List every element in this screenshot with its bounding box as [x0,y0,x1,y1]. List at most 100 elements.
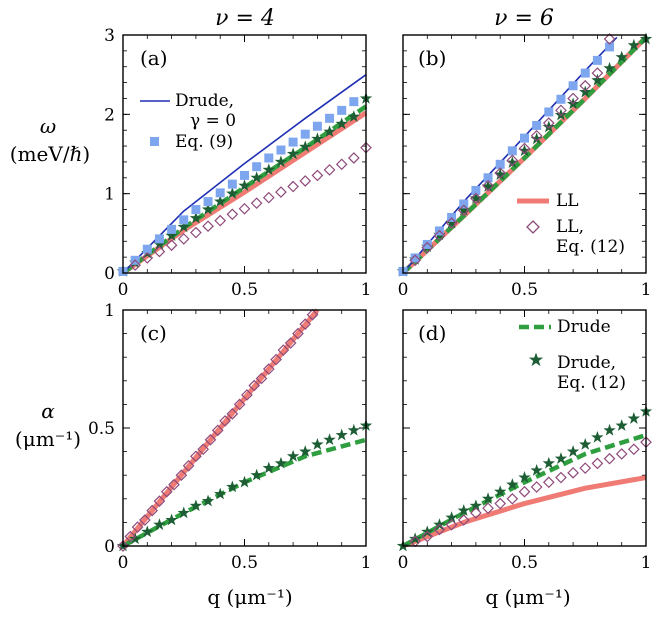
point-ll_eq12 [421,241,434,254]
point-ll_eq12 [248,379,261,392]
point-eq9 [300,129,310,139]
point-drude_eq12 [335,428,348,441]
point-eq9 [215,188,225,198]
point-eq9 [544,107,554,117]
point-eq9 [592,55,602,65]
x-tick-label: 0 [398,553,409,573]
point-ll_eq12 [241,389,253,401]
x-tick-label: 1 [641,280,652,300]
point-ll_eq12 [141,252,154,264]
point-eq9 [605,42,615,52]
point-ll_eq12 [250,197,263,210]
point-ll_eq12 [139,514,151,526]
point-drude_eq12 [177,506,190,519]
x-tick-label: 1 [361,280,372,300]
point-drude_eq12 [311,132,324,145]
point-ll_eq12 [238,202,251,215]
point-ll_eq12 [470,507,482,519]
panel-letter: (c) [140,321,167,345]
point-drude_eq12 [494,168,507,180]
point-drude_eq12 [311,438,324,450]
panel-a: 0 0.5 1 0 1 2 3 (a) [104,26,373,300]
point-drude_eq12 [627,412,641,424]
point-drude_eq12 [189,499,203,512]
point-ll_eq12 [494,497,507,510]
point-ll_eq12 [470,192,482,205]
point-eq9 [471,185,481,195]
point-eq9 [495,159,505,169]
point-ll_eq12 [306,308,319,321]
point-eq9 [167,224,177,234]
point-drude_eq12 [286,449,300,462]
point-ll_eq12 [197,443,210,456]
point-ll_eq12 [262,191,275,204]
x-tick-label: 0.5 [511,280,538,300]
legend-drude-gamma0-label-1: Drude, [175,91,234,111]
x-tick-label: 1 [641,553,652,573]
x-tick-label: 1 [361,553,372,573]
panel-d: 0 0.5 1 (d) [396,309,653,573]
legend-ll-label: LL [556,191,579,211]
point-drude_eq12 [566,445,580,457]
point-eq9 [227,179,237,189]
ylabel-omega-symbol: ω [40,114,56,138]
point-drude_eq12 [347,110,361,122]
series-ll-line [402,475,647,549]
series-drude-line [121,437,367,548]
point-drude_eq12 [615,50,628,63]
point-ll_eq12 [445,518,458,531]
point-drude_eq12 [469,499,483,512]
point-drude_eq12 [542,120,555,133]
legend-drude-eq12-star [528,352,544,367]
point-eq9 [483,173,493,183]
point-drude_eq12 [457,203,470,216]
point-drude_eq12 [554,452,568,464]
point-drude_eq12 [627,38,641,51]
y-tick-label: 1 [104,301,115,321]
point-drude_eq12 [506,478,519,490]
point-ll_eq12 [153,495,166,508]
ylabel-alpha-unit: (μm⁻¹) [15,427,81,451]
point-ll_eq12 [615,448,628,460]
point-ll_eq12 [579,462,592,474]
legend-drude-gamma0-label-2: γ = 0 [190,111,236,131]
point-ll_eq12 [348,152,360,164]
point-drude_eq12 [347,423,361,436]
point-ll_eq12 [299,318,312,331]
point-ll_eq12 [542,117,555,129]
point-drude_eq12 [214,195,227,207]
legend-panel-d: Drude Drude, Eq. (12) [519,317,626,393]
point-ll_eq12 [214,214,227,227]
point-drude_eq12 [615,419,628,431]
legend-drude-eq12-label-1: Drude, [557,353,616,373]
point-drude_eq12 [469,191,483,204]
point-drude_eq12 [530,463,543,476]
point-drude_eq12 [445,216,458,229]
point-ll_eq12 [255,372,268,385]
point-ll_eq12 [506,492,519,505]
point-ll_eq12 [518,485,531,498]
point-drude_eq12 [189,211,203,224]
column-title-nu4: ν = 4 [215,6,275,31]
xlabel-right: q (μm⁻¹) [485,585,570,609]
point-eq9 [203,197,213,207]
point-ll_eq12 [628,443,640,456]
y-tick-label: 0 [104,537,115,557]
point-ll_eq12 [117,540,129,552]
point-drude_eq12 [214,487,227,500]
point-eq9 [179,215,189,225]
xlabel-left: q (μm⁻¹) [207,585,292,609]
point-eq9 [337,105,347,115]
legend-ll-eq12-label-2: Eq. (12) [556,237,625,257]
point-drude_eq12 [250,468,263,481]
series-drude-line [401,35,648,275]
point-ll_eq12 [567,92,579,105]
point-ll_eq12 [219,415,231,427]
legend-ll-eq12-label-1: LL, [556,217,584,237]
point-drude_eq12 [250,171,263,184]
point-drude_eq12 [335,117,348,130]
point-drude_eq12 [299,445,312,457]
point-ll_eq12 [202,220,214,233]
point-ll_eq12 [567,466,579,479]
x-tick-label: 0.5 [511,553,538,573]
